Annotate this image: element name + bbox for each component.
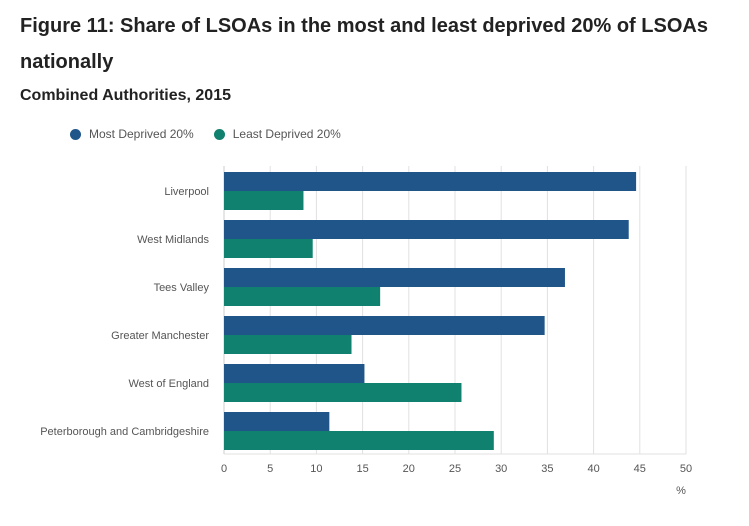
bars <box>224 172 637 450</box>
legend-swatch-most-deprived <box>70 128 81 140</box>
category-label: Greater Manchester <box>111 330 209 342</box>
bar-most-deprived[interactable] <box>224 316 545 335</box>
category-label: West of England <box>128 378 209 390</box>
chart-title: Figure 11: Share of LSOAs in the most an… <box>20 15 708 73</box>
category-label: Peterborough and Cambridgeshire <box>40 426 209 438</box>
x-tick-label: 30 <box>495 463 507 475</box>
bar-most-deprived[interactable] <box>224 412 330 431</box>
bar-least-deprived[interactable] <box>224 383 462 402</box>
legend: Most Deprived 20% Least Deprived 20% <box>70 124 361 144</box>
x-tick-label: 20 <box>403 463 415 475</box>
legend-label-most-deprived: Most Deprived 20% <box>89 127 194 141</box>
chart-subtitle: Combined Authorities, 2015 <box>20 87 231 104</box>
x-tick-label: 25 <box>449 463 461 475</box>
x-axis-label: % <box>676 485 686 497</box>
category-label: Tees Valley <box>154 282 210 294</box>
legend-swatch-least-deprived <box>213 128 225 140</box>
x-tick-label: 50 <box>680 463 692 475</box>
x-tick-label: 45 <box>634 463 646 475</box>
bar-most-deprived[interactable] <box>224 364 365 383</box>
legend-item-least-deprived[interactable]: Least Deprived 20% <box>213 127 341 141</box>
category-labels: Liverpool West Midlands Tees Valley Greater… <box>40 186 209 438</box>
bar-most-deprived[interactable] <box>224 220 629 239</box>
bar-most-deprived[interactable] <box>224 268 565 287</box>
bar-least-deprived[interactable] <box>224 191 304 210</box>
x-tick-label: 15 <box>356 463 368 475</box>
x-tick-label: 0 <box>221 463 227 475</box>
x-axis-ticks: 0 5 10 15 20 25 30 35 40 45 50 <box>221 463 692 475</box>
bar-least-deprived[interactable] <box>224 239 313 258</box>
gridlines <box>223 166 687 455</box>
legend-label-least-deprived: Least Deprived 20% <box>232 127 341 141</box>
x-tick-label: 10 <box>310 463 322 475</box>
legend-item-most-deprived[interactable]: Most Deprived 20% <box>70 127 194 141</box>
bar-most-deprived[interactable] <box>224 172 637 191</box>
category-label: West Midlands <box>137 234 209 246</box>
bar-least-deprived[interactable] <box>224 335 352 354</box>
category-label: Liverpool <box>164 186 209 198</box>
bar-least-deprived[interactable] <box>224 431 494 450</box>
bar-least-deprived[interactable] <box>224 287 381 306</box>
x-tick-label: 35 <box>541 463 553 475</box>
x-tick-label: 5 <box>267 463 273 475</box>
x-tick-label: 40 <box>587 463 599 475</box>
